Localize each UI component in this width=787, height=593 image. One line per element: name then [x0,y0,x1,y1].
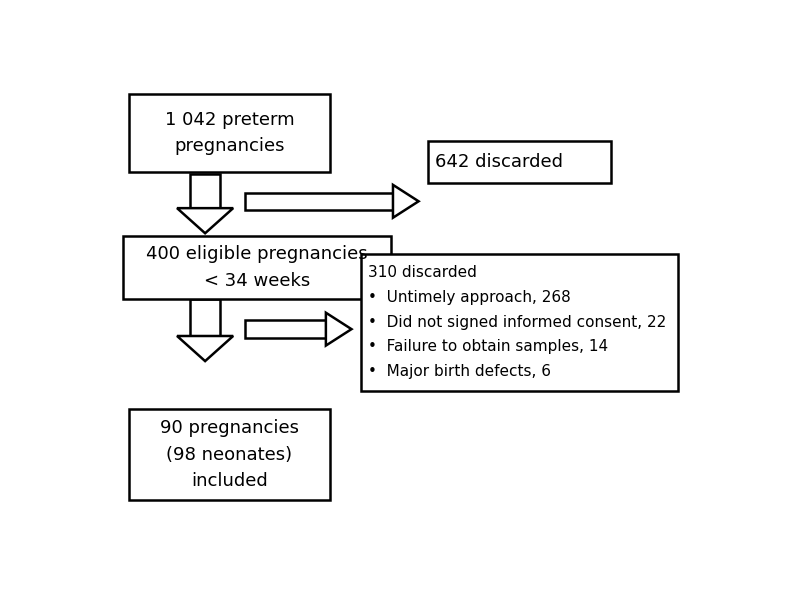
Text: 400 eligible pregnancies
< 34 weeks: 400 eligible pregnancies < 34 weeks [146,246,368,290]
Text: 90 pregnancies
(98 neonates)
included: 90 pregnancies (98 neonates) included [160,419,299,490]
Text: •  Major birth defects, 6: • Major birth defects, 6 [368,364,551,379]
FancyBboxPatch shape [129,409,331,500]
Text: 1 042 preterm
pregnancies: 1 042 preterm pregnancies [164,111,294,155]
FancyBboxPatch shape [123,235,391,299]
Polygon shape [245,193,393,210]
FancyBboxPatch shape [428,141,611,183]
Text: •  Did not signed informed consent, 22: • Did not signed informed consent, 22 [368,315,667,330]
Polygon shape [177,336,233,361]
FancyBboxPatch shape [360,254,678,391]
Text: •  Failure to obtain samples, 14: • Failure to obtain samples, 14 [368,339,608,355]
Polygon shape [190,299,220,336]
Polygon shape [177,208,233,233]
FancyBboxPatch shape [129,94,331,171]
Polygon shape [245,320,326,338]
Text: •  Untimely approach, 268: • Untimely approach, 268 [368,290,571,305]
Text: 310 discarded: 310 discarded [368,266,477,280]
Text: 642 discarded: 642 discarded [435,153,563,171]
Polygon shape [393,185,419,218]
Polygon shape [190,174,220,208]
Polygon shape [326,313,352,346]
